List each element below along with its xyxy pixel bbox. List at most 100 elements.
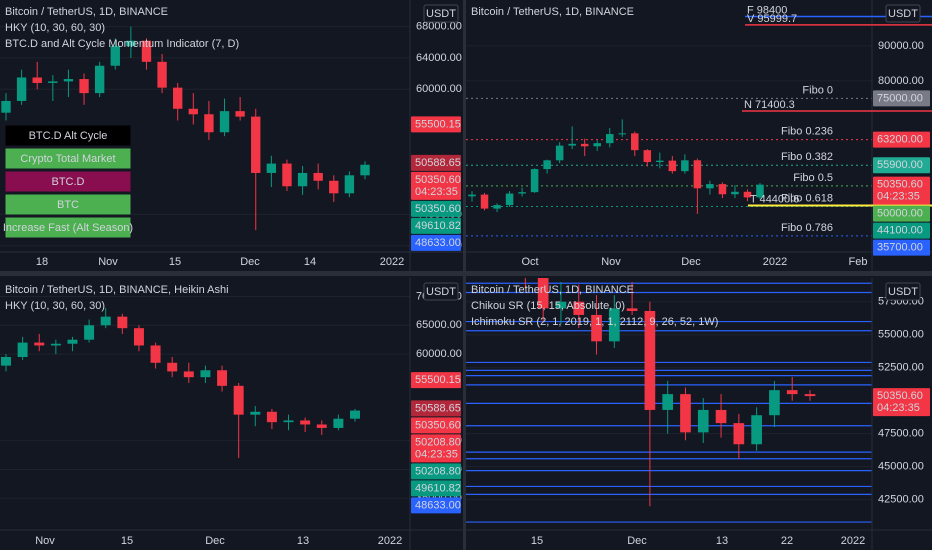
- candle-body: [141, 40, 152, 62]
- fibo-name: Fibo 0.382: [781, 151, 833, 163]
- time-label: Feb: [849, 256, 868, 268]
- price-label: 48633.00: [415, 237, 461, 249]
- candle-body: [518, 192, 526, 194]
- candle-body: [188, 108, 198, 115]
- y-tick-label: 60000.00: [416, 348, 462, 360]
- candle-body: [167, 362, 178, 372]
- level-marker-label: N 71400.3: [744, 99, 795, 111]
- axis-unit: USDT: [426, 286, 456, 298]
- price-label: 50350.60: [415, 203, 461, 215]
- price-label-box: [411, 234, 461, 251]
- candle-body: [580, 143, 589, 147]
- candle-body: [718, 184, 727, 195]
- candle-body: [17, 342, 28, 358]
- candle-body: [283, 420, 294, 423]
- candle-body: [48, 81, 58, 83]
- fibo-name: Fibo 0.786: [781, 222, 833, 234]
- candle-body: [668, 160, 677, 172]
- candle-body: [300, 420, 311, 425]
- price-label: 50588.65: [415, 157, 461, 169]
- plot-area: [0, 26, 410, 247]
- candle-body: [537, 278, 549, 309]
- candle-body: [543, 160, 551, 170]
- time-label: 15: [169, 256, 181, 268]
- candle-body: [593, 143, 601, 147]
- candle-body: [63, 79, 74, 82]
- candle-body: [316, 424, 327, 428]
- price-label: 48633.00: [415, 499, 461, 511]
- price-label: 55500.15: [415, 118, 461, 130]
- price-label: 50350.60: [415, 174, 461, 186]
- info-box: [4, 193, 132, 216]
- price-label-box: [411, 400, 461, 417]
- y-tick-label: 47500.00: [878, 428, 924, 440]
- symbol-title: Bitcoin / TetherUS, 1D, BINANCE: [471, 284, 634, 296]
- price-label: 55500.15: [415, 374, 461, 386]
- candle-body: [706, 184, 714, 189]
- candle-body: [626, 308, 638, 311]
- candle-body: [16, 77, 27, 101]
- candle-body: [32, 77, 42, 83]
- axis-unit: USDT: [426, 8, 456, 20]
- candle-body: [568, 143, 576, 146]
- indicator-legend: HKY (10, 30, 60, 30): [5, 22, 105, 34]
- y-tick-label: 60000.00: [416, 83, 462, 95]
- price-label-box: [411, 171, 461, 200]
- axis-unit-box: [423, 4, 459, 23]
- candle-body: [110, 46, 120, 66]
- y-tick-label: 64000.00: [416, 52, 462, 64]
- price-label: 49610.82: [415, 220, 461, 232]
- price-label-box: [873, 131, 930, 148]
- info-box-text: Increase Fast (Alt Season): [3, 222, 133, 234]
- price-label: 50350.60: [877, 179, 923, 191]
- symbol-title: Bitcoin / TetherUS, 1D, BINANCE, Heikin …: [5, 284, 229, 296]
- candle-body: [133, 328, 144, 346]
- time-label: Dec: [240, 256, 260, 268]
- candle-body: [573, 301, 585, 315]
- price-label: 50350.60: [415, 419, 461, 431]
- y-tick-label: 80000.00: [878, 75, 924, 87]
- candle-body: [605, 134, 614, 144]
- time-label: 14: [304, 256, 316, 268]
- candle-body: [297, 172, 308, 187]
- candle-body: [84, 325, 95, 340]
- candle-body: [1, 100, 11, 113]
- candle-body: [266, 163, 277, 173]
- countdown: 04:23:35: [415, 186, 458, 198]
- price-label: 55900.00: [877, 159, 923, 171]
- time-label: 2022: [841, 535, 865, 547]
- price-label-box: [411, 417, 461, 434]
- price-label: 50208.80: [415, 436, 461, 448]
- axis-unit-box: [885, 282, 921, 301]
- price-label: 50208.80: [415, 465, 461, 477]
- level-marker-label: V 95999.7: [747, 13, 797, 25]
- info-box-text: Crypto Total Market: [20, 153, 115, 165]
- candle-body: [804, 394, 816, 397]
- info-box-text: BTC.D: [52, 176, 85, 188]
- time-label: 15: [121, 535, 133, 547]
- candle-body: [480, 194, 489, 209]
- level-marker-label: F 98400: [747, 4, 787, 16]
- y-tick-label: 42500.00: [878, 494, 924, 506]
- candle-body: [100, 316, 111, 326]
- candle-body: [743, 191, 752, 198]
- candle-body: [217, 370, 228, 386]
- time-label: Nov: [35, 535, 55, 547]
- price-label-box: [873, 205, 930, 222]
- price-label-box: [873, 176, 930, 205]
- price-label-box: [411, 372, 461, 389]
- candle-body: [468, 194, 476, 197]
- y-tick-label: 55000.00: [878, 329, 924, 341]
- candle-body: [731, 191, 739, 195]
- plot-area: [466, 45, 872, 237]
- info-box-text: BTC: [57, 199, 79, 211]
- price-label-box: [411, 154, 461, 171]
- candle-body: [313, 172, 323, 181]
- candle-body: [67, 339, 78, 344]
- candle-body: [333, 418, 344, 428]
- indicator-legend: HKY (10, 30, 60, 30): [5, 300, 105, 312]
- candle-body: [662, 394, 674, 410]
- candle-body: [530, 169, 539, 193]
- price-label-box: [411, 480, 461, 497]
